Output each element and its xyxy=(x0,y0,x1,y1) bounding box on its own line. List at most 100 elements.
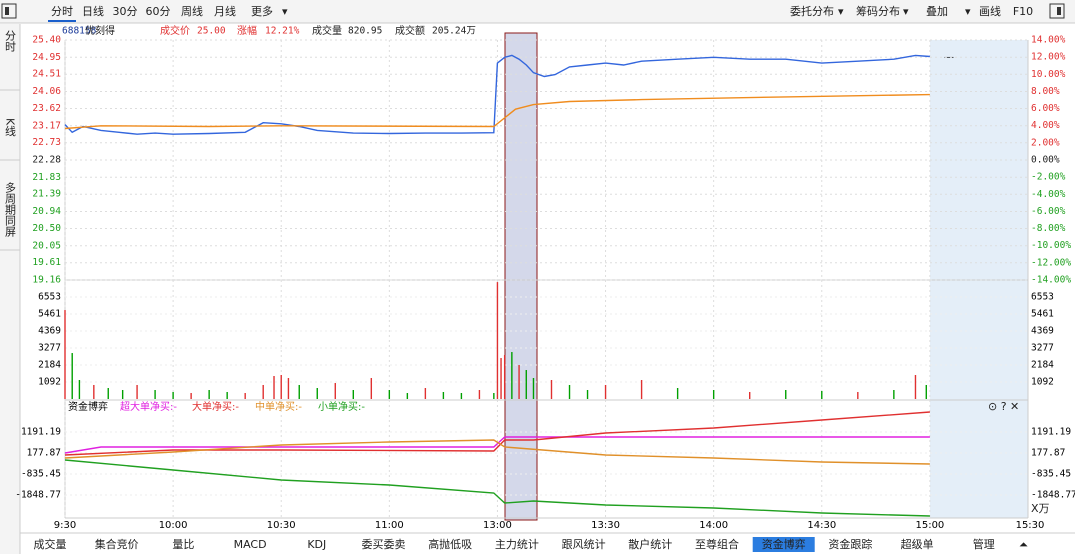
toolbar-tool[interactable]: 委托分布 xyxy=(790,4,834,18)
volume-bar xyxy=(370,378,373,399)
toolbar-tab[interactable]: 月线 xyxy=(214,4,236,18)
bottom-tab[interactable]: 超级单 xyxy=(901,537,934,551)
y2-tick-label: -8.00% xyxy=(1031,223,1066,234)
toolbar-tab[interactable]: 60分 xyxy=(146,5,171,18)
y-tick-label: 177.87 xyxy=(27,447,61,458)
y2-tick-label: 1092 xyxy=(1031,377,1054,388)
toolbar-tool[interactable]: 画线 xyxy=(979,4,1001,18)
volume-bar xyxy=(511,352,513,399)
volume-bar xyxy=(190,393,192,399)
y2-tick-label: 14.00% xyxy=(1031,35,1066,46)
x-tick-label: 15:30 xyxy=(1016,520,1045,531)
sidebar-tab[interactable]: 分时 xyxy=(4,30,17,52)
series-line xyxy=(64,411,930,456)
info-amount-label: 成交额 xyxy=(395,24,425,37)
volume-bar xyxy=(406,393,409,399)
bottom-tab[interactable]: KDJ xyxy=(307,538,326,551)
y-tick-label: 24.06 xyxy=(32,86,61,97)
panel-icon[interactable] xyxy=(1049,3,1065,19)
x-tick-label: 13:30 xyxy=(591,520,620,531)
selection-box xyxy=(504,32,538,521)
volume-bar xyxy=(316,388,318,399)
toolbar-tab[interactable]: 周线 xyxy=(181,4,203,18)
y2-tick-label: -4.00% xyxy=(1031,189,1066,200)
dropdown-arrow: ▾ xyxy=(838,5,844,18)
volume-bar xyxy=(749,391,751,399)
volume-bar xyxy=(64,310,66,399)
bottom-tab[interactable]: 资金跟踪 xyxy=(828,537,872,551)
toolbar-tab[interactable]: 分时 xyxy=(51,5,73,18)
y2-tick-label: 12.00% xyxy=(1031,52,1066,63)
volume-bar xyxy=(568,384,571,399)
toolbar-tool[interactable]: 叠加 xyxy=(926,5,948,18)
bottom-tab[interactable]: 跟风统计 xyxy=(562,538,606,551)
x-tick-label: 15:00 xyxy=(915,520,944,531)
volume-bar xyxy=(273,376,275,399)
y2-tick-label: 6.00% xyxy=(1031,103,1060,114)
toolbar-tab[interactable]: 更多 xyxy=(251,4,273,18)
volume-bar xyxy=(525,370,527,399)
toolbar-tool[interactable]: F10 xyxy=(1013,5,1033,18)
volume-bar xyxy=(712,390,715,399)
series-line xyxy=(64,459,930,517)
volume-bar xyxy=(893,390,895,399)
x-tick-label: 11:00 xyxy=(375,520,404,531)
y-tick-label: 19.61 xyxy=(32,257,61,268)
bottom-tab[interactable]: 管理 xyxy=(973,537,995,551)
scroll-up[interactable]: ⏶ xyxy=(1019,538,1028,551)
bottom-tab[interactable]: 高抛低吸 xyxy=(428,537,472,551)
volume-bar xyxy=(287,378,290,399)
y2-tick-label: -14.00% xyxy=(1031,275,1071,286)
dash: — xyxy=(944,52,954,63)
x-tick-label: 10:30 xyxy=(267,520,296,531)
y-tick-label: 23.62 xyxy=(32,103,61,114)
legend-entry: 超大单净买:- xyxy=(120,400,177,413)
y2-tick-label: -12.00% xyxy=(1031,257,1071,268)
legend-entry: 大单净买:- xyxy=(192,400,239,413)
volume-bar xyxy=(478,390,481,399)
settings-icon[interactable]: ⊙ ? ✕ xyxy=(988,400,1019,413)
x-tick-label: 14:00 xyxy=(699,520,728,531)
volume-bar xyxy=(244,393,246,399)
volume-bar xyxy=(460,393,463,399)
x-tick-label: 9:30 xyxy=(54,520,76,531)
toggle-icon[interactable] xyxy=(1,3,17,19)
y-tick-label: 5461 xyxy=(38,308,61,319)
bottom-tab[interactable]: 委买委卖 xyxy=(362,538,406,551)
y-tick-label: 22.73 xyxy=(32,137,61,148)
bottom-tab[interactable]: 量比 xyxy=(172,538,194,551)
y2-tick-label: 10.00% xyxy=(1031,69,1066,80)
after-hours-area xyxy=(930,40,1028,518)
volume-bar xyxy=(500,358,502,399)
volume-bar xyxy=(518,365,520,399)
bottom-tab[interactable]: MACD xyxy=(234,538,267,551)
y2-tick-label: 5461 xyxy=(1031,308,1054,319)
info-amount: 205.24万 xyxy=(432,26,476,37)
volume-bar xyxy=(172,391,174,399)
toolbar-tab[interactable]: 日线 xyxy=(82,4,104,18)
y-tick-label: -1848.77 xyxy=(15,489,61,500)
y2-tick-label: 4369 xyxy=(1031,325,1054,336)
x-tick-label: 10:00 xyxy=(159,520,188,531)
sidebar-tab[interactable]: 多周期同屏 xyxy=(4,181,17,238)
volume-bar xyxy=(604,384,607,399)
y-tick-label: 20.05 xyxy=(32,240,61,251)
bottom-tab[interactable]: 主力统计 xyxy=(495,538,539,551)
y2-tick-label: 6553 xyxy=(1031,291,1054,302)
bottom-tab[interactable]: 资金博弈 xyxy=(762,537,806,551)
bottom-tab[interactable]: 至尊组合 xyxy=(695,537,739,551)
toolbar-tool[interactable]: 筹码分布 xyxy=(856,4,900,18)
info-name: 优刻得 xyxy=(85,24,115,37)
y2-tick-label: 3277 xyxy=(1031,342,1054,353)
dropdown-arrow: ▾ xyxy=(965,5,971,18)
volume-bar xyxy=(925,384,927,399)
toolbar-tab[interactable]: 30分 xyxy=(113,5,138,18)
bottom-tab[interactable]: 散户统计 xyxy=(628,537,672,551)
info-change-label: 涨幅 xyxy=(237,24,257,37)
legend-entry: 小单净买:- xyxy=(318,400,365,413)
bottom-tab[interactable]: 成交量 xyxy=(34,537,67,551)
y2-tick-label: -1848.77 xyxy=(1031,489,1075,500)
sidebar-tab[interactable]: K线 xyxy=(4,118,17,136)
bottom-tab[interactable]: 集合竞价 xyxy=(95,537,139,551)
y-tick-label: 3277 xyxy=(38,342,61,353)
